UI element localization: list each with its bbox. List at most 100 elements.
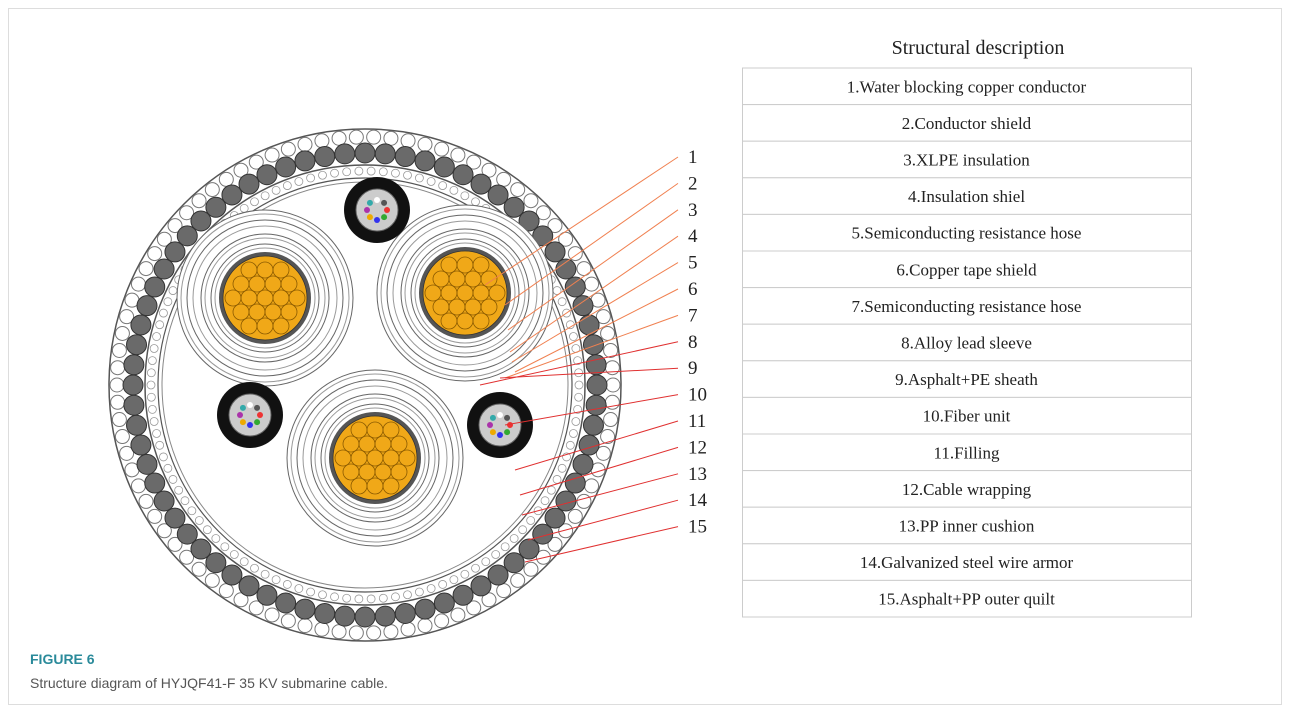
callout-number: 4 xyxy=(688,226,698,247)
wrap-yarn xyxy=(415,173,424,183)
wrap-yarn xyxy=(174,485,184,495)
outer-yarn xyxy=(523,561,539,577)
strand xyxy=(272,317,290,335)
strand xyxy=(280,275,298,293)
table: 1.Water blocking copper conductor 2.Condu… xyxy=(742,67,1192,618)
armor-wire xyxy=(294,598,316,620)
armor-wire xyxy=(578,434,600,456)
armor-wire xyxy=(238,173,260,195)
wrap-yarn xyxy=(426,177,436,186)
wrap-yarn xyxy=(330,592,339,602)
fiber xyxy=(489,429,496,436)
outer-yarn xyxy=(595,445,611,461)
callout-number: 12 xyxy=(688,437,707,458)
callout-number: 10 xyxy=(688,385,707,406)
wrap-yarn xyxy=(282,181,292,190)
wrap-yarn xyxy=(573,356,583,366)
armor-wire xyxy=(164,241,186,263)
wrap-yarn xyxy=(526,516,536,525)
callout-number: 13 xyxy=(688,464,707,485)
wrap-yarn xyxy=(250,197,259,207)
table-row: 1.Water blocking copper conductor xyxy=(847,77,1087,96)
table-cell xyxy=(742,177,1192,215)
leader-line xyxy=(499,367,679,379)
table-title: Structural description xyxy=(892,37,1065,59)
armor-wire xyxy=(164,507,186,529)
wrap-yarn xyxy=(159,308,168,318)
wrap-yarn xyxy=(562,308,571,318)
armor-wire xyxy=(582,414,604,436)
table-row: 6.Copper tape shield xyxy=(896,260,1037,279)
fiber-tube xyxy=(228,393,272,437)
armor-wire xyxy=(572,295,594,317)
wrap-yarn xyxy=(147,356,157,366)
armor-wire xyxy=(275,156,297,178)
strand xyxy=(382,421,400,439)
outer-yarn xyxy=(156,231,172,247)
armor-wire xyxy=(452,164,474,186)
armor-wire xyxy=(518,210,540,232)
wrap-yarn xyxy=(260,569,270,579)
fiber xyxy=(504,414,511,421)
fiber xyxy=(239,404,246,411)
conductor xyxy=(222,255,308,341)
fiber-tube xyxy=(355,188,399,232)
armor-wire xyxy=(564,276,586,298)
armor-wire xyxy=(238,575,260,597)
fiber xyxy=(374,197,380,203)
wrap-yarn xyxy=(239,557,249,567)
table-row: 14.Galvanized steel wire armor xyxy=(860,553,1074,572)
wrap-yarn xyxy=(569,332,578,341)
wrap-yarn xyxy=(194,516,204,525)
wrap-yarn xyxy=(574,380,584,390)
outer-yarn xyxy=(567,508,583,524)
wrap-yarn xyxy=(159,452,168,462)
outer-yarn xyxy=(595,309,611,325)
wrap-yarn xyxy=(354,166,364,176)
wrap-yarn xyxy=(500,542,510,552)
armor-wire xyxy=(176,225,198,247)
wrap-yarn xyxy=(168,475,178,484)
armor-wire xyxy=(144,472,166,494)
table-cell xyxy=(742,323,1192,362)
outer-yarn xyxy=(603,342,619,358)
leader-line xyxy=(514,420,679,471)
wrap-yarn xyxy=(271,185,281,195)
wrap-yarn xyxy=(557,297,567,307)
outer-yarn xyxy=(466,600,482,616)
wrap-yarn xyxy=(260,191,270,201)
armor-wire xyxy=(275,592,297,614)
armor-wire xyxy=(122,374,144,396)
fiber xyxy=(497,432,503,438)
wrap-yarn xyxy=(180,496,190,506)
outer-yarn xyxy=(481,592,497,608)
outer-yarn xyxy=(191,193,207,209)
outer-yarn xyxy=(280,613,296,629)
strand xyxy=(272,261,290,279)
table-cell xyxy=(742,67,1192,106)
wrap-yarn xyxy=(147,404,157,414)
leader-line xyxy=(507,209,679,331)
wrap-yarn xyxy=(155,320,165,330)
outer-yarn xyxy=(366,129,382,145)
outer-yarn xyxy=(603,412,619,428)
strand xyxy=(480,270,498,288)
fiber xyxy=(507,422,513,428)
strand xyxy=(390,435,408,453)
callout-number: 7 xyxy=(688,305,698,326)
wrap-yarn xyxy=(271,575,281,585)
table-row: 12.Cable wrapping xyxy=(902,480,1032,499)
armor-wire xyxy=(394,146,416,168)
armor-wire xyxy=(153,258,175,280)
fiber xyxy=(384,207,390,213)
leader-line xyxy=(484,156,679,286)
armor-wire xyxy=(414,150,436,172)
wrap-yarn xyxy=(318,170,327,180)
armor-wire xyxy=(136,453,158,475)
wrap-yarn xyxy=(187,506,197,516)
wrap-yarn xyxy=(306,173,315,183)
armor-wire xyxy=(130,314,152,336)
fiber xyxy=(489,414,496,421)
